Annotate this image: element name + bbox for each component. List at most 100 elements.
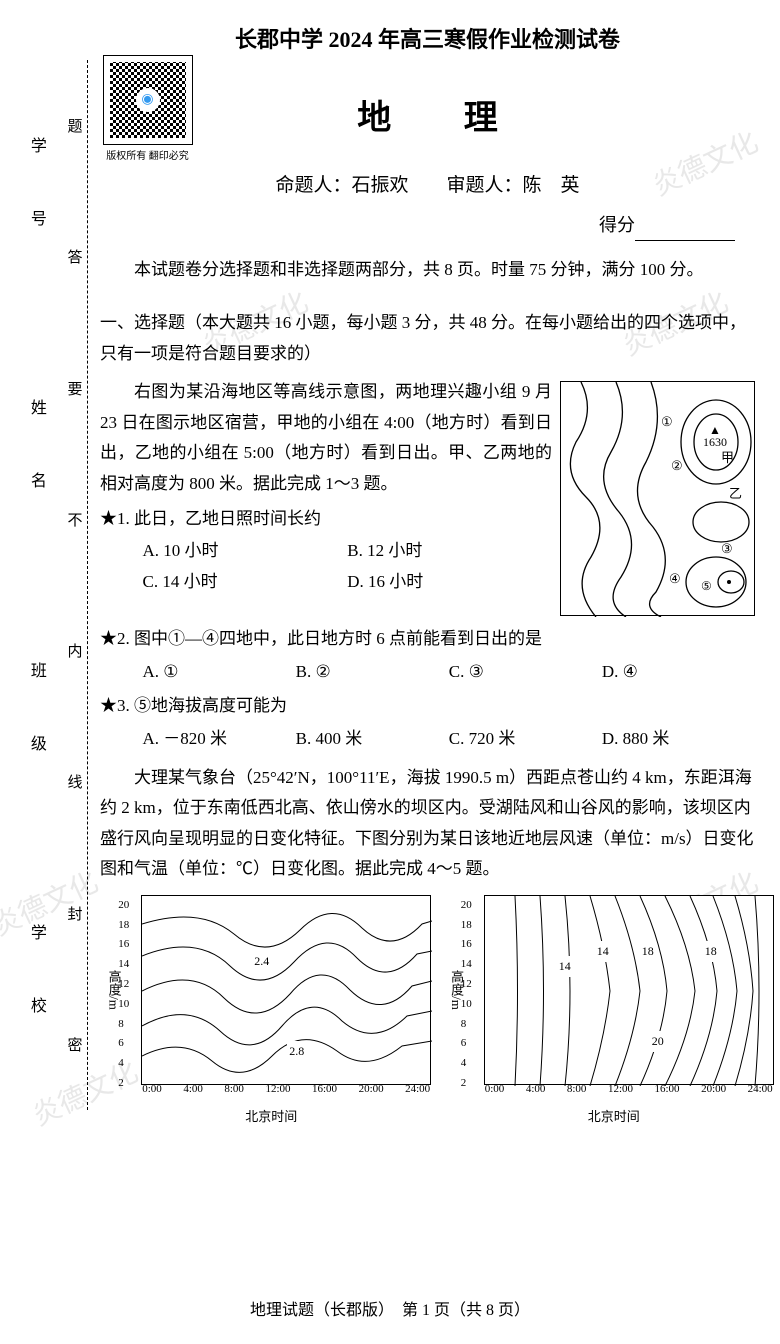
authors-line: 命题人：石振欢 审题人：陈 英 [100,169,755,203]
contour-value: 18 [703,941,719,963]
xtick: 12:00 [608,1080,633,1100]
sidebar-field-class: 班 级 [21,662,50,771]
q1-opt-d[interactable]: D. 16 小时 [347,567,552,598]
seal-char: 内 [60,643,87,658]
xtick: 20:00 [701,1080,726,1100]
q1-opt-a[interactable]: A. 10 小时 [143,536,348,567]
chart-ylabel: 高度/m [445,970,468,1010]
contour-value: 14 [595,941,611,963]
qr-center-icon: ◉ [136,88,160,112]
xtick: 4:00 [183,1080,203,1100]
map-label-3: ③ [721,537,733,560]
ytick: 18 [461,916,483,936]
qr-area: ◉ 版权所有 翻印必究 [100,55,195,166]
map-label-5: ⑤ [701,576,712,598]
contour-value: 14 [557,956,573,978]
q2-opt-d[interactable]: D. ④ [602,657,755,688]
chart-ylabel: 高度/m [102,970,125,1010]
map-label-1: ① [661,410,673,433]
ytick: 2 [461,1074,483,1094]
chart-xticks: 0:00 4:00 8:00 12:00 16:00 20:00 24:00 [485,1080,773,1100]
subject-title: 地 理 [100,88,755,149]
xtick: 0:00 [485,1080,505,1100]
contour-value: 2.8 [287,1041,306,1063]
section-1-heading: 一、选择题（本大题共 16 小题，每小题 3 分，共 48 分。在每小题给出的四… [100,308,755,369]
contour-map-figure: ① ② ③ ④ ⑤ ▲ 1630 甲 乙 [560,381,755,616]
passage-1-wrap: ① ② ③ ④ ⑤ ▲ 1630 甲 乙 右图为某沿海地区等高线示意图，两地理兴… [100,377,755,620]
charts-row: 2.4 2.8 20 18 16 14 12 10 8 6 4 2 高度/m [100,895,755,1128]
windspeed-chart: 2.4 2.8 20 18 16 14 12 10 8 6 4 2 高度/m [111,895,401,1128]
chart-xlabel: 北京时间 [484,1105,744,1128]
xtick: 0:00 [142,1080,162,1100]
passage-2: 大理某气象台（25°42′N，100°11′E，海拔 1990.5 m）西距点苍… [100,763,755,885]
sidebar-field-name: 姓 名 [21,399,50,508]
ytick: 6 [118,1034,140,1054]
q3-opt-b[interactable]: B. 400 米 [296,724,449,755]
ytick: 8 [118,1015,140,1035]
ytick: 16 [461,935,483,955]
xtick: 16:00 [655,1080,680,1100]
map-label-jia: 甲 [721,446,734,469]
question-3-options: A. －820 米 B. 400 米 C. 720 米 D. 880 米 [100,724,755,755]
xtick: 24:00 [405,1080,430,1100]
score-label: 得分 [599,215,635,235]
qr-code-icon: ◉ [103,55,193,145]
question-3-stem: ★3. ⑤地海拔高度可能为 [100,691,755,722]
seal-char: 不 [60,512,87,527]
map-label-2: ② [671,454,683,477]
seal-char: 答 [60,249,87,264]
question-2-options: A. ① B. ② C. ③ D. ④ [100,657,755,688]
question-2-stem: ★2. 图中①—④四地中，此日地方时 6 点前能看到日出的是 [100,624,755,655]
q3-opt-d[interactable]: D. 880 米 [602,724,755,755]
ytick: 20 [461,896,483,916]
score-blank[interactable] [635,240,735,241]
temperature-chart: 14 14 18 18 20 20 18 16 14 12 10 8 6 4 [454,895,744,1128]
q2-opt-b[interactable]: B. ② [296,657,449,688]
sidebar-field-id: 学 号 [21,137,50,246]
xtick: 12:00 [265,1080,290,1100]
contour-map-svg [561,382,756,617]
ytick: 4 [461,1054,483,1074]
ytick: 6 [461,1034,483,1054]
ytick: 4 [118,1054,140,1074]
q3-opt-c[interactable]: C. 720 米 [449,724,602,755]
seal-char: 密 [60,1037,87,1052]
q2-opt-a[interactable]: A. ① [143,657,296,688]
chart-xticks: 0:00 4:00 8:00 12:00 16:00 20:00 24:00 [142,1080,430,1100]
q2-opt-c[interactable]: C. ③ [449,657,602,688]
score-line: 得分 [100,209,755,241]
xtick: 8:00 [567,1080,587,1100]
binding-sidebar: 学 号 姓 名 班 级 学 校 题 答 要 不 内 线 封 密 [18,60,88,1110]
map-label-yi: 乙 [729,482,742,505]
seal-char: 线 [60,774,87,789]
ytick: 16 [118,935,140,955]
ytick: 8 [461,1015,483,1035]
seal-char: 封 [60,906,87,921]
windspeed-chart-box: 2.4 2.8 20 18 16 14 12 10 8 6 4 2 高度/m [141,895,431,1085]
ytick: 18 [118,916,140,936]
q3-opt-a[interactable]: A. －820 米 [143,724,296,755]
xtick: 8:00 [224,1080,244,1100]
temperature-contours-icon [485,896,775,1086]
contour-value: 20 [650,1031,666,1053]
sidebar-fields: 学 号 姓 名 班 级 学 校 [18,60,53,1110]
q1-opt-b[interactable]: B. 12 小时 [347,536,552,567]
seal-char: 题 [60,118,87,133]
contour-value: 2.4 [252,951,271,973]
xtick: 20:00 [359,1080,384,1100]
ytick: 2 [118,1074,140,1094]
sidebar-field-school: 学 校 [21,924,50,1033]
map-label-4: ④ [669,567,681,590]
page-content: 长郡中学 2024 年高三寒假作业检测试卷 ◉ 版权所有 翻印必究 地 理 命题… [100,20,765,1128]
sidebar-seal-text: 题 答 要 不 内 线 封 密 [58,60,88,1110]
chart-xlabel: 北京时间 [141,1105,401,1128]
xtick: 24:00 [748,1080,773,1100]
ytick: 20 [118,896,140,916]
seal-char: 要 [60,381,87,396]
qr-caption: 版权所有 翻印必究 [100,148,195,166]
q1-opt-c[interactable]: C. 14 小时 [143,567,348,598]
exam-title: 长郡中学 2024 年高三寒假作业检测试卷 [100,20,755,60]
xtick: 4:00 [526,1080,546,1100]
intro-paragraph: 本试题卷分选择题和非选择题两部分，共 8 页。时量 75 分钟，满分 100 分… [100,255,755,286]
xtick: 16:00 [312,1080,337,1100]
